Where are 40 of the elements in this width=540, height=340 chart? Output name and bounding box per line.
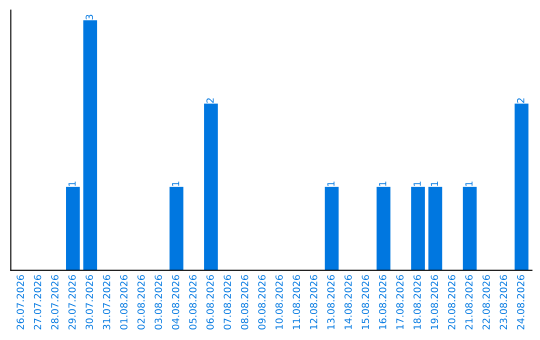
data-label: 1 — [465, 182, 472, 186]
x-tick-label: 24.08.2026 — [517, 275, 524, 330]
x-tick-label: 13.08.2026 — [327, 275, 335, 330]
data-label: 1 — [379, 182, 386, 186]
x-tick-label: 05.08.2026 — [189, 275, 197, 330]
x-tick-label: 01.08.2026 — [120, 275, 128, 330]
x-tick-label: 11.08.2026 — [292, 275, 300, 330]
x-tick-label: 16.08.2026 — [378, 275, 386, 330]
data-label: 1 — [430, 182, 438, 186]
data-label: 1 — [172, 182, 180, 186]
x-tick-label: 07.08.2026 — [224, 275, 232, 330]
x-tick-label: 27.07.2026 — [34, 275, 42, 330]
data-label: 2 — [517, 98, 524, 103]
x-tick-label: 22.08.2026 — [482, 275, 490, 330]
x-tick-label: 06.08.2026 — [206, 275, 214, 330]
data-label: 1 — [68, 182, 76, 186]
data-label: 1 — [414, 182, 421, 186]
x-tick-label: 09.08.2026 — [258, 275, 266, 330]
data-label: 2 — [206, 98, 214, 103]
x-tick-label: 30.07.2026 — [86, 275, 93, 330]
x-tick-label: 10.08.2026 — [275, 275, 283, 330]
x-tick-label: 12.08.2026 — [310, 275, 318, 330]
x-tick-label: 15.08.2026 — [362, 275, 370, 330]
x-tick-label: 19.08.2026 — [430, 275, 438, 330]
x-tick-label: 17.08.2026 — [396, 275, 404, 330]
x-tick-label: 29.07.2026 — [68, 275, 76, 330]
x-tick-label: 28.07.2026 — [51, 275, 58, 330]
x-tick-label: 21.08.2026 — [465, 275, 473, 330]
x-tick-label: 08.08.2026 — [240, 275, 248, 330]
data-label: 3 — [86, 14, 93, 20]
x-tick-label: 14.08.2026 — [344, 275, 352, 330]
x-tick-label: 04.08.2026 — [172, 275, 180, 330]
x-tick-label: 23.08.2026 — [500, 275, 508, 330]
x-tick-label: 02.08.2026 — [137, 275, 145, 330]
x-tick-label: 20.08.2026 — [448, 275, 456, 330]
x-tick-label: 03.08.2026 — [154, 275, 162, 330]
x-tick-label: 26.07.2026 — [16, 275, 24, 330]
data-label: 1 — [327, 182, 334, 186]
x-tick-label: 31.07.2026 — [102, 275, 110, 330]
x-tick-label: 18.08.2026 — [413, 275, 421, 330]
